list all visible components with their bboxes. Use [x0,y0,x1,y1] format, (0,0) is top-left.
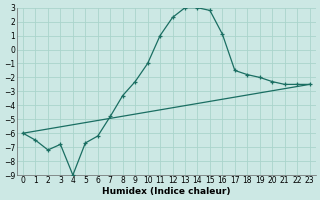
X-axis label: Humidex (Indice chaleur): Humidex (Indice chaleur) [102,187,231,196]
